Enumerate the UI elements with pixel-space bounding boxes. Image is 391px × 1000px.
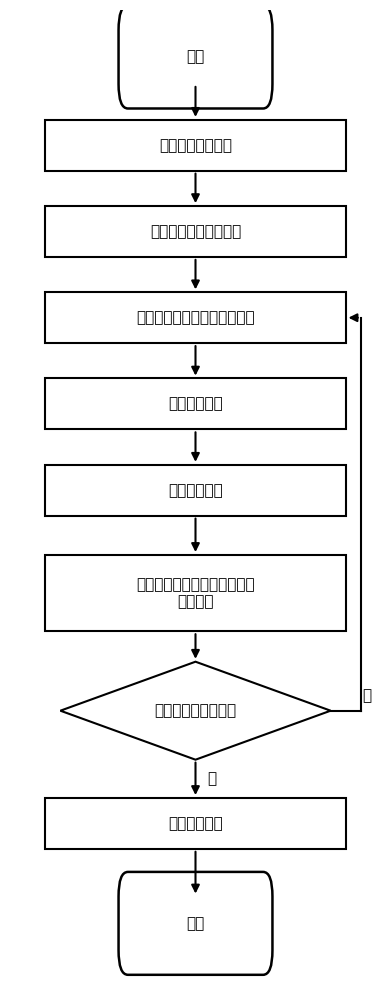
Bar — [45, 555, 346, 631]
Text: 比较路径亮度: 比较路径亮度 — [168, 396, 223, 411]
Text: 否: 否 — [362, 688, 372, 704]
Polygon shape — [60, 662, 331, 760]
Text: 是: 是 — [207, 771, 216, 786]
FancyBboxPatch shape — [118, 872, 273, 975]
Text: 蒙特卡罗方法评估距离并更新
路径亮度: 蒙特卡罗方法评估距离并更新 路径亮度 — [136, 577, 255, 609]
Bar — [45, 206, 346, 257]
Bar — [45, 798, 346, 849]
Text: 移动路径位置: 移动路径位置 — [168, 483, 223, 498]
FancyBboxPatch shape — [118, 6, 273, 108]
Bar — [45, 465, 346, 516]
Text: 建立环境地图模型: 建立环境地图模型 — [159, 138, 232, 153]
Text: 初始化萤火虫算法参数: 初始化萤火虫算法参数 — [150, 224, 241, 239]
Bar — [45, 120, 346, 171]
Text: 是否达到迭代次数？: 是否达到迭代次数？ — [154, 703, 237, 718]
Bar — [45, 292, 346, 343]
Text: 开始: 开始 — [187, 50, 204, 65]
Text: 输出最优路径: 输出最优路径 — [168, 816, 223, 831]
Text: 随机生成初始路径并计算亮度: 随机生成初始路径并计算亮度 — [136, 310, 255, 325]
Text: 结束: 结束 — [187, 916, 204, 931]
Bar — [45, 378, 346, 429]
